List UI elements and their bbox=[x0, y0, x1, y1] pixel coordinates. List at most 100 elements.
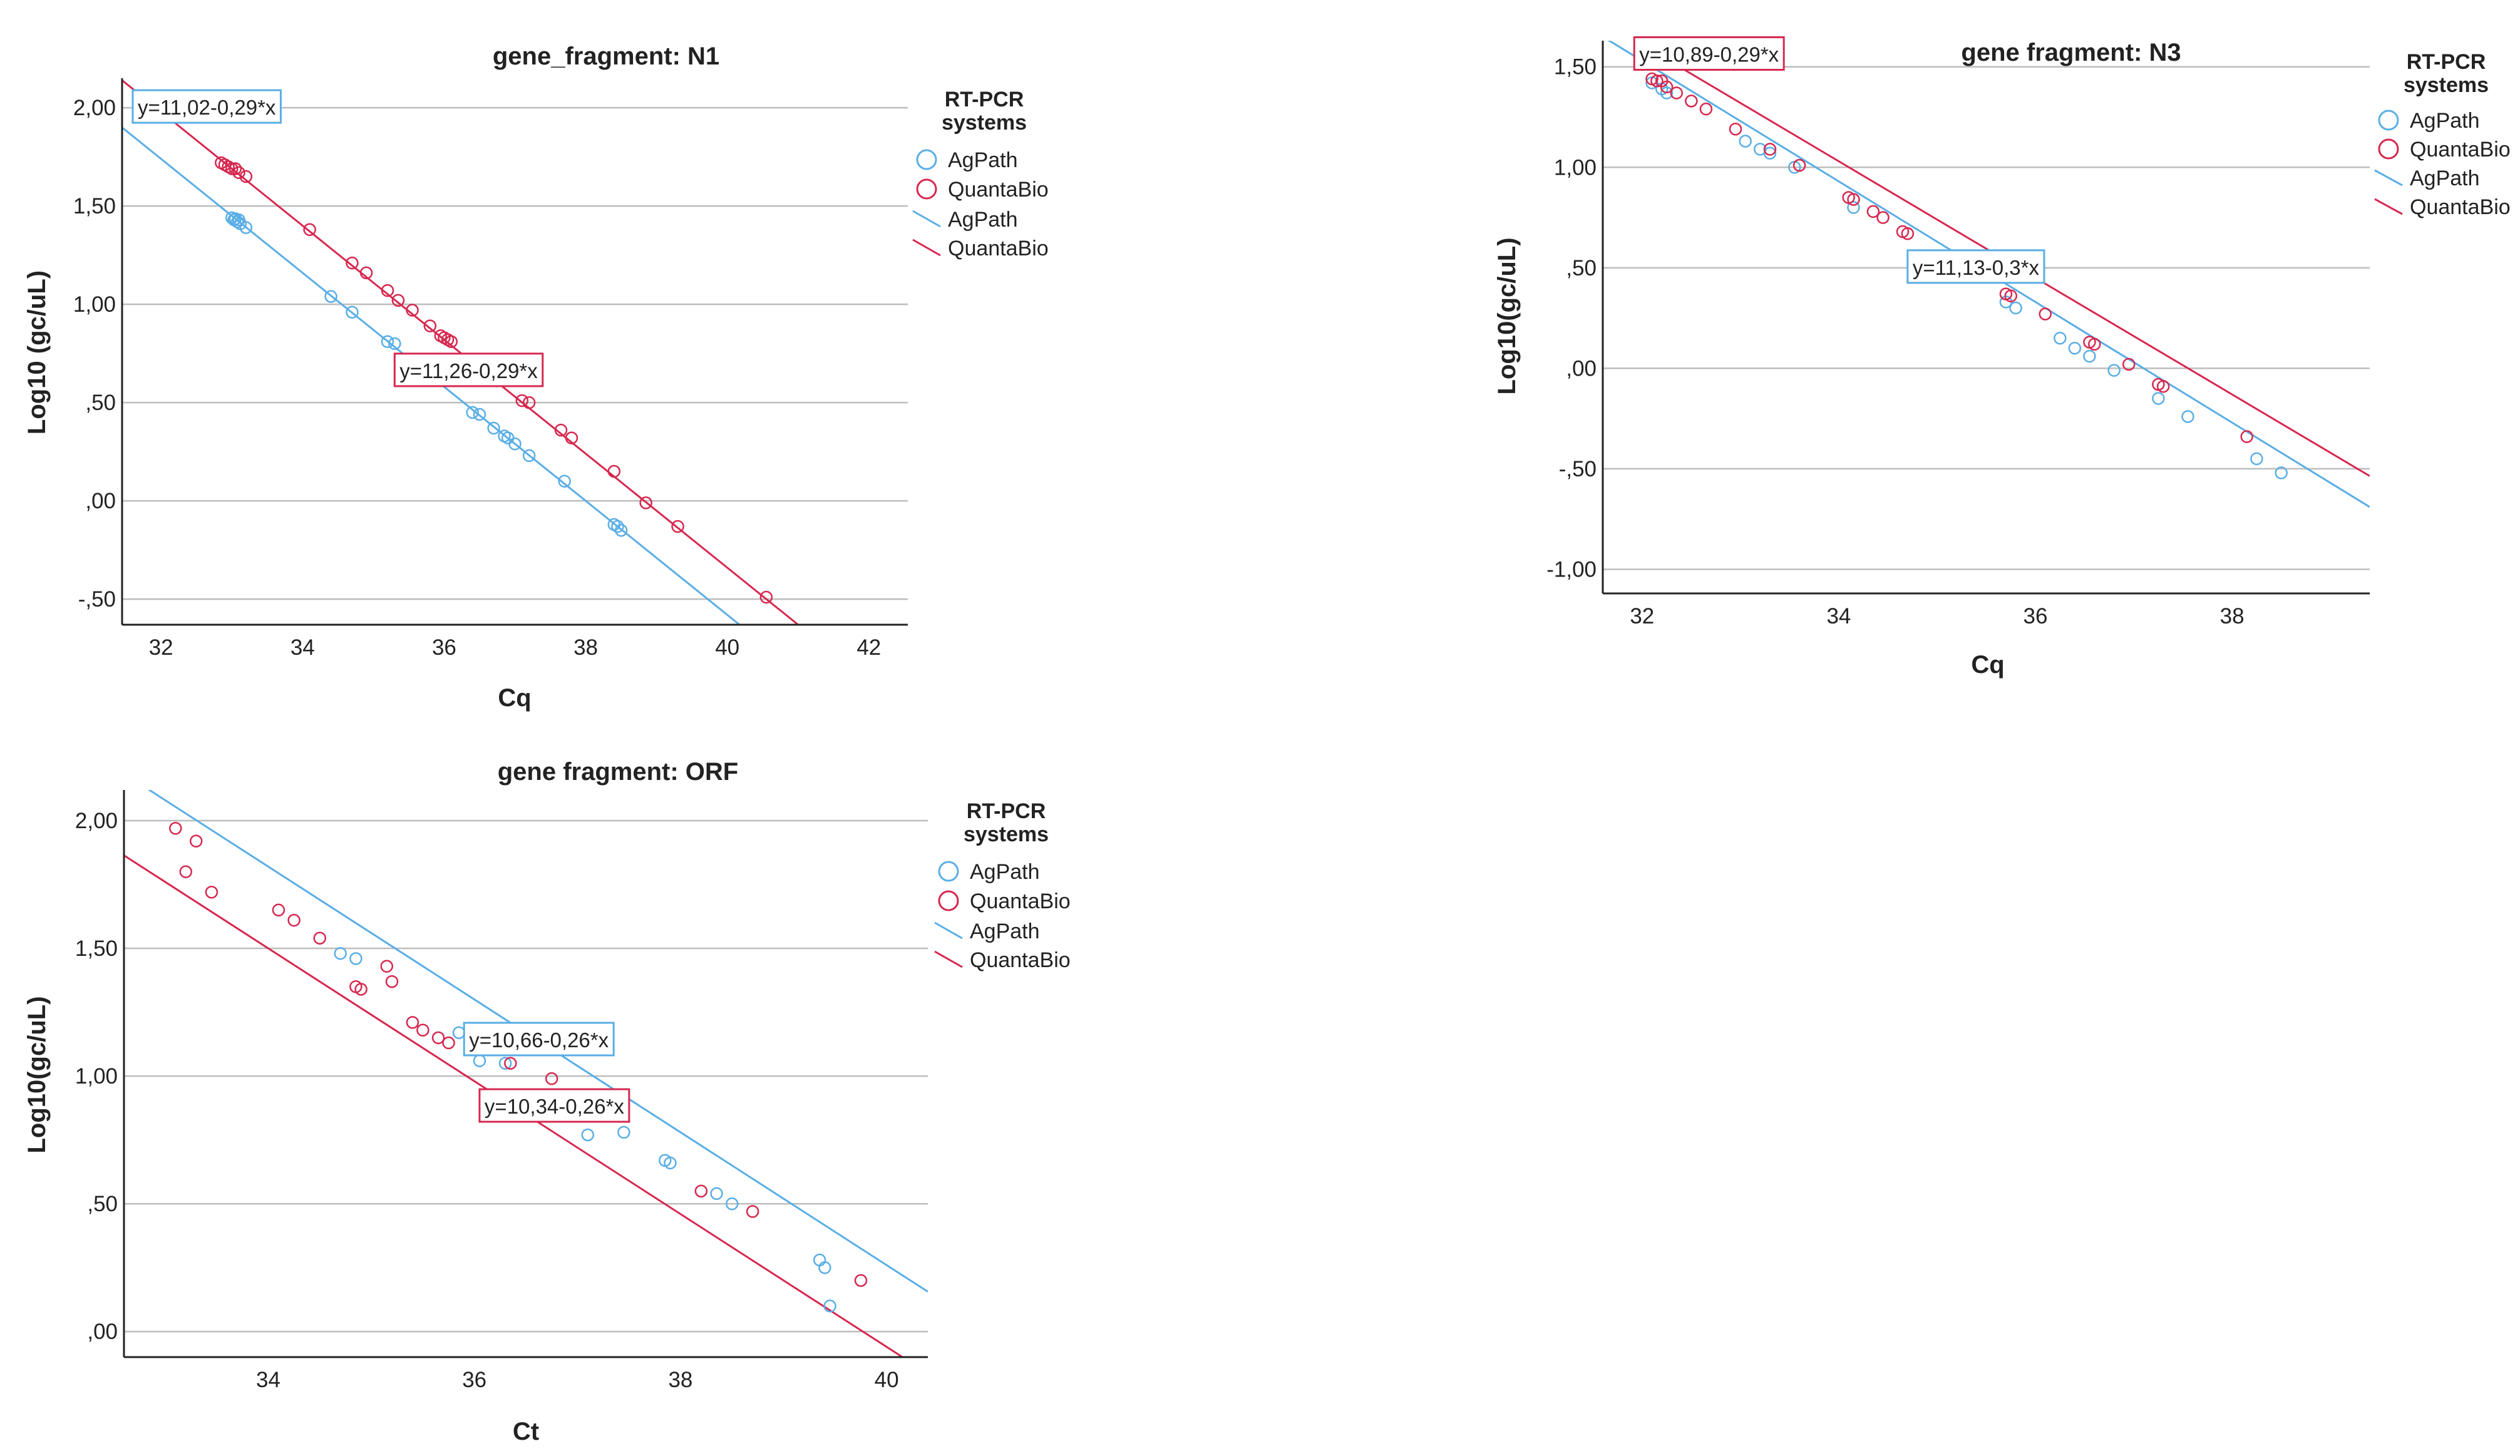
y-tick-label: ,00 bbox=[85, 489, 116, 513]
legend-label: QuantaBio bbox=[970, 889, 1071, 913]
y-tick-label: ,50 bbox=[1566, 256, 1597, 280]
legend-marker bbox=[938, 890, 959, 911]
x-tick-label: 36 bbox=[2024, 604, 2048, 628]
x-tick-label: 32 bbox=[1630, 604, 1654, 628]
fit-equation-quantabio: y=10,34-0,26*x bbox=[478, 1088, 630, 1123]
fit-equation-text: y=10,66-0,26*x bbox=[469, 1028, 609, 1052]
x-axis-label: Cq bbox=[1971, 651, 2004, 679]
legend-entry-agpath-line: AgPath bbox=[912, 208, 1018, 232]
data-point-agpath bbox=[346, 305, 359, 319]
data-point-quantabio bbox=[1660, 80, 1674, 94]
x-tick-labels: 34 36 38 40 bbox=[256, 1368, 899, 1392]
y-tick-label: -,50 bbox=[1559, 457, 1597, 481]
data-point-agpath bbox=[334, 946, 347, 960]
x-tick-label: 36 bbox=[462, 1368, 486, 1392]
gridlines bbox=[124, 819, 928, 1333]
data-point-quantabio bbox=[354, 983, 368, 996]
data-point-quantabio bbox=[2240, 430, 2253, 443]
fit-equation-quantabio: y=11,26-0,29*x bbox=[393, 352, 544, 387]
data-point-quantabio bbox=[423, 319, 437, 332]
data-point-quantabio bbox=[303, 223, 316, 237]
y-tick-label: 1,00 bbox=[73, 292, 116, 317]
y-axis-label: Log10(gc/uL) bbox=[23, 996, 51, 1153]
fit-equation-agpath: y=11,13-0,3*x bbox=[1906, 249, 2045, 284]
data-point-quantabio bbox=[2088, 337, 2101, 351]
data-point-quantabio bbox=[189, 834, 203, 848]
data-point-quantabio bbox=[854, 1274, 868, 1287]
x-tick-label: 40 bbox=[875, 1368, 899, 1392]
data-point-agpath bbox=[823, 1300, 836, 1313]
data-point-agpath bbox=[508, 437, 522, 451]
data-point-quantabio bbox=[442, 1036, 455, 1050]
y-tick-label: 1,50 bbox=[73, 194, 116, 218]
chart-n3: gene fragment: N3 32 34 36 38 1,50 1,00 ,50 ,0… bbox=[1493, 36, 2511, 679]
data-point-quantabio bbox=[1763, 143, 1777, 156]
data-point-quantabio bbox=[671, 520, 684, 533]
data-point-agpath bbox=[1660, 86, 1674, 100]
fit-equation-text: y=10,89-0,29*x bbox=[1639, 43, 1779, 66]
legend-label: QuantaBio bbox=[948, 178, 1049, 202]
legend-marker bbox=[2378, 110, 2399, 131]
data-point-quantabio bbox=[445, 335, 458, 349]
fit-equation-text: y=11,02-0,29*x bbox=[138, 96, 276, 119]
y-tick-labels: 1,50 1,00 ,50 ,00 -,50 -1,00 bbox=[1546, 55, 1597, 582]
legend-title-line1: RT-PCR bbox=[2407, 50, 2486, 74]
data-point-quantabio bbox=[522, 396, 536, 409]
data-point-agpath bbox=[581, 1128, 595, 1142]
legend-entry-quantabio-marker: QuantaBio bbox=[2378, 138, 2511, 161]
fit-equation-box bbox=[131, 89, 282, 124]
data-point-quantabio bbox=[759, 590, 773, 604]
legend-entry-quantabio-marker: QuantaBio bbox=[938, 889, 1071, 913]
legend: RT-PCR systems AgPath QuantaBio AgPath Q… bbox=[2374, 50, 2511, 219]
data-point-quantabio bbox=[1650, 74, 1664, 88]
x-tick-label: 38 bbox=[668, 1368, 692, 1392]
data-point-agpath bbox=[2009, 301, 2022, 315]
y-tick-label: 1,50 bbox=[75, 936, 118, 961]
data-point-agpath bbox=[522, 449, 536, 463]
data-point-quantabio bbox=[229, 162, 242, 175]
data-point-quantabio bbox=[239, 170, 253, 183]
legend-label: QuantaBio bbox=[948, 237, 1049, 260]
data-point-agpath bbox=[818, 1261, 831, 1274]
data-point-quantabio bbox=[565, 431, 579, 444]
legend-entry-quantabio-line: QuantaBio bbox=[912, 237, 1049, 260]
data-point-quantabio bbox=[272, 903, 285, 917]
legend-line bbox=[2374, 198, 2403, 215]
data-point-quantabio bbox=[385, 975, 399, 988]
data-point-quantabio bbox=[1847, 193, 1860, 206]
fit-equation-labels: y=10,66-0,26*x y=10,34-0,26*x bbox=[463, 1022, 630, 1123]
fit-equation-agpath: y=10,66-0,26*x bbox=[463, 1022, 615, 1057]
y-tick-label: ,50 bbox=[85, 391, 116, 415]
fit-equation-agpath: y=11,02-0,29*x bbox=[131, 89, 282, 124]
data-point-quantabio bbox=[694, 1184, 708, 1197]
data-point-agpath bbox=[324, 290, 337, 303]
y-tick-labels: 2,00 1,50 1,00 ,50 ,00 -,50 bbox=[73, 96, 116, 612]
legend-line bbox=[2374, 169, 2403, 187]
legend-marker bbox=[938, 861, 959, 882]
data-point-quantabio bbox=[746, 1205, 759, 1218]
data-point-quantabio bbox=[1876, 211, 1890, 224]
legend-entry-agpath-line: AgPath bbox=[2374, 167, 2480, 190]
chart-title: gene_fragment: N1 bbox=[493, 43, 719, 70]
data-point-agpath bbox=[466, 406, 479, 419]
data-point-quantabio bbox=[1866, 205, 1880, 218]
data-point-quantabio bbox=[406, 304, 419, 317]
data-point-agpath bbox=[611, 520, 624, 533]
legend: RT-PCR systems AgPath QuantaBio AgPath Q… bbox=[934, 799, 1071, 972]
data-point-agpath bbox=[473, 1054, 486, 1067]
axes bbox=[121, 78, 908, 626]
data-point-agpath bbox=[388, 337, 401, 351]
regression-lines bbox=[122, 79, 800, 625]
data-point-agpath bbox=[617, 1125, 630, 1139]
x-tick-labels: 32 34 36 38 40 42 bbox=[149, 635, 882, 660]
legend-entry-quantabio-marker: QuantaBio bbox=[916, 178, 1049, 202]
y-axis-label: Log10(gc/uL) bbox=[1493, 237, 1521, 394]
fit-equation-text: y=10,34-0,26*x bbox=[485, 1095, 624, 1118]
data-point-quantabio bbox=[639, 496, 652, 510]
fit-equation-text: y=11,26-0,29*x bbox=[399, 359, 538, 382]
data-point-agpath bbox=[2181, 410, 2194, 423]
y-tick-label: 2,00 bbox=[75, 809, 118, 833]
data-point-quantabio bbox=[545, 1072, 558, 1085]
data-point-agpath bbox=[725, 1197, 739, 1211]
data-point-quantabio bbox=[391, 294, 405, 307]
